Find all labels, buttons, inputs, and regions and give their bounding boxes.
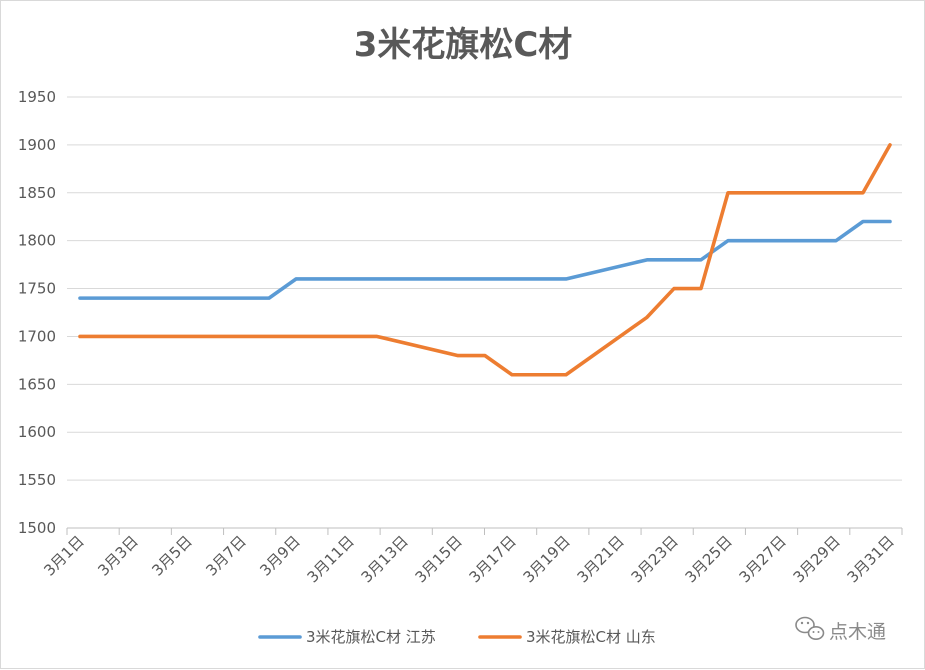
legend: 3米花旗松C材 江苏 3米花旗松C材 山东 [258, 628, 656, 646]
x-tick-label: 3月15日 [412, 532, 466, 586]
y-tick-label: 1600 [18, 423, 56, 441]
y-axis-tick-labels: 1500 1550 1600 1650 1700 1750 1800 1850 1900 1950 [18, 88, 56, 537]
y-tick-label: 1750 [18, 280, 56, 298]
watermark-text: 点木通 [829, 621, 886, 643]
x-tick-label: 3月27日 [736, 532, 790, 586]
y-tick-label: 1950 [18, 88, 56, 106]
x-tick-label: 3月31日 [844, 532, 898, 586]
x-tick-label: 3月23日 [628, 532, 682, 586]
y-tick-label: 1800 [18, 232, 56, 250]
series-line-2 [78, 143, 892, 377]
wechat-icon [795, 616, 825, 640]
x-tick-label: 3月17日 [466, 532, 520, 586]
chart-title: 3米花旗松C材 [354, 25, 573, 65]
y-tick-label: 1550 [18, 471, 56, 489]
gridlines [67, 96, 902, 529]
x-tick-label: 3月19日 [520, 532, 574, 586]
series-line-1 [78, 219, 892, 300]
x-tick-label: 3月21日 [574, 532, 628, 586]
x-axis: 3月1日 3月3日 3月5日 3月7日 3月9日 3月11日 3月13日 3月15日 3月17日… [40, 528, 903, 586]
y-tick-label: 1900 [18, 136, 56, 154]
x-tick-label: 3月3日 [94, 532, 141, 579]
x-tick-label: 3月1日 [40, 532, 87, 579]
legend-label-2: 3米花旗松C材 山东 [526, 628, 656, 646]
x-tick-label: 3月25日 [682, 532, 736, 586]
x-tick-label: 3月9日 [256, 532, 303, 579]
x-tick-label: 3月29日 [790, 532, 844, 586]
x-tick-label: 3月13日 [358, 532, 412, 586]
series-lines [78, 143, 892, 377]
x-tick-label: 3月5日 [148, 532, 195, 579]
x-tick-label: 3月7日 [202, 532, 249, 579]
x-tick-label: 3月11日 [304, 532, 358, 586]
legend-label-1: 3米花旗松C材 江苏 [306, 628, 436, 646]
y-tick-label: 1500 [18, 519, 56, 537]
watermark: 点木通 [795, 616, 886, 643]
y-tick-label: 1700 [18, 327, 56, 345]
y-tick-label: 1850 [18, 184, 56, 202]
y-tick-label: 1650 [18, 375, 56, 393]
